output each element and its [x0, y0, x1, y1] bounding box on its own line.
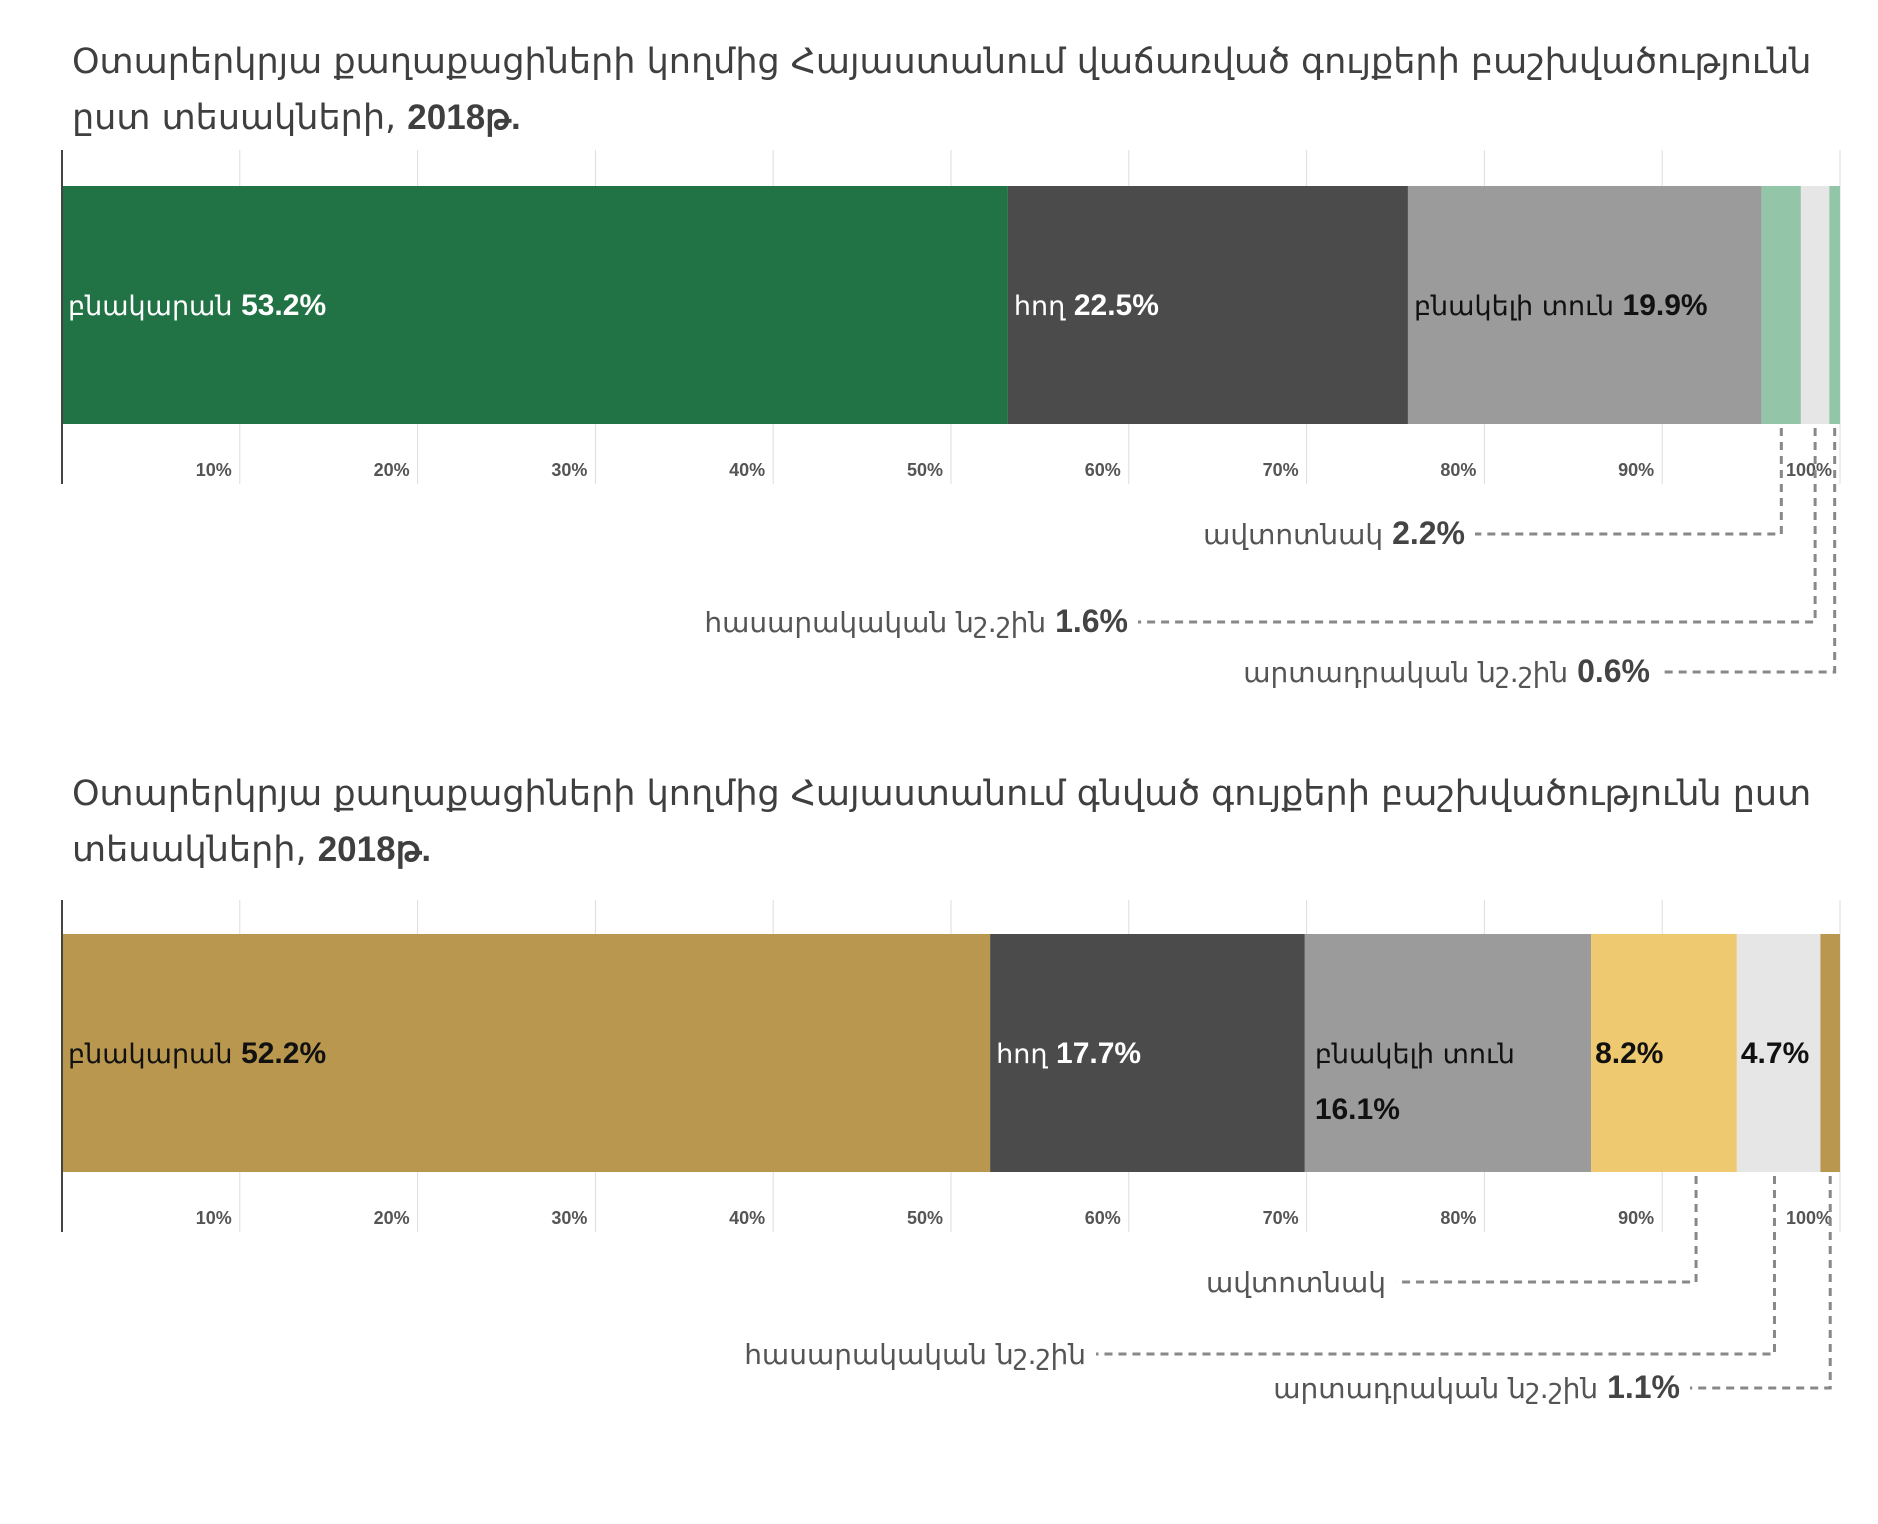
- chart-1-segment-name: բնակելի տուն: [1414, 291, 1623, 322]
- chart-2-data-label: 16.1%: [1315, 1093, 1400, 1126]
- chart-2-callout-value: 1.1%: [1607, 1369, 1680, 1405]
- chart-1-tick-label: 80%: [1440, 460, 1476, 480]
- chart-1-data-label: 53.2%: [241, 289, 326, 322]
- chart-2-tick-label: 80%: [1440, 1208, 1476, 1228]
- chart-2-data-label: 17.7%: [1056, 1037, 1141, 1070]
- chart-2-bar-segment: [1736, 934, 1821, 1172]
- chart-2-callout-label: ավտոտնակ: [1206, 1266, 1386, 1299]
- chart-2-segment-label: բնակարան 52.2%: [68, 1037, 326, 1070]
- chart-1-callout-value: 2.2%: [1392, 515, 1465, 551]
- chart-2-callout-line: [1396, 1176, 1698, 1284]
- chart-1-bar-segment: [1800, 186, 1830, 424]
- chart-2-tick-label: 60%: [1085, 1208, 1121, 1228]
- chart-1-tick-label: 50%: [907, 460, 943, 480]
- chart-2-segment-name: բնակելի տուն: [1315, 1039, 1515, 1070]
- chart-1-segment-label: հող 22.5%: [1014, 289, 1159, 322]
- stacked-bar-chart-bought: 10% 20% 30% 40% 50% 60% 70% 80% 90% 100% բնակարան …: [61, 900, 1841, 1405]
- chart-2-tick-label: 100%: [1786, 1208, 1832, 1228]
- chart-1-tick-label: 20%: [374, 460, 410, 480]
- chart-2-bar-segment: [1820, 934, 1840, 1172]
- chart-1-tick-label: 30%: [551, 460, 587, 480]
- chart-2-data-label: 8.2%: [1595, 1037, 1663, 1070]
- chart-2-tick-label: 20%: [374, 1208, 410, 1228]
- chart-1-tick-label: 100%: [1786, 460, 1832, 480]
- chart-2-bar-segment: [1591, 934, 1737, 1172]
- chart-1-callout-line: [1660, 428, 1837, 674]
- chart-2-tick-label: 30%: [551, 1208, 587, 1228]
- chart-2-data-label-value: 16.1%: [1315, 1093, 1400, 1126]
- chart-1-bar-segment: [1761, 186, 1801, 424]
- stacked-bar-chart-sold: 10% 20% 30% 40% 50% 60% 70% 80% 90% 100% բնակարան …: [61, 150, 1841, 689]
- chart-2-segment-label: հող 17.7%: [996, 1037, 1141, 1070]
- chart-2-callout-label: արտադրական նշ.շին 1.1%: [1273, 1369, 1680, 1405]
- chart-1-title: Օտարերկրյա քաղաքացիների կողմից Հայաստանո…: [72, 34, 1842, 146]
- chart-1-callout-label: արտադրական նշ.շին 0.6%: [1243, 653, 1650, 689]
- chart-2-segment-name: բնակարան: [68, 1039, 241, 1070]
- chart-2-tick-label: 10%: [196, 1208, 232, 1228]
- chart-2-title-text: Օտարերկրյա քաղաքացիների կողմից Հայաստանո…: [72, 774, 1812, 870]
- chart-1-tick-label: 60%: [1085, 460, 1121, 480]
- chart-1-segment-name: հող: [1014, 291, 1074, 322]
- chart-2-bar-segment: [1304, 934, 1592, 1172]
- chart-2-title-year: 2018թ.: [317, 830, 432, 869]
- chart-1-title-year: 2018թ.: [407, 98, 521, 137]
- chart-2-data-label-value: 8.2%: [1595, 1037, 1663, 1070]
- chart-1-callout-line: [1138, 428, 1817, 624]
- chart-2-callout-line: [1096, 1176, 1776, 1356]
- chart-1-callout-line: [1475, 428, 1783, 536]
- chart-1-bar-segment: [1407, 186, 1762, 424]
- chart-1-segment-name: բնակարան: [68, 291, 241, 322]
- chart-1-tick-label: 70%: [1263, 460, 1299, 480]
- chart-2-callout-line: [1690, 1176, 1832, 1390]
- chart-2-data-label: 52.2%: [241, 1037, 326, 1070]
- chart-1-tick-label: 90%: [1618, 460, 1654, 480]
- chart-2-data-label-value: 4.7%: [1741, 1037, 1809, 1070]
- chart-2-tick-label: 40%: [729, 1208, 765, 1228]
- chart-1-callout-value: 1.6%: [1055, 603, 1128, 639]
- chart-2-callout-name: արտադրական նշ.շին: [1273, 1372, 1607, 1405]
- chart-1-tick-label: 10%: [196, 460, 232, 480]
- chart-2-callout-label: հասարակական նշ.շին: [744, 1338, 1086, 1371]
- chart-1-tick-label: 40%: [729, 460, 765, 480]
- chart-1-segment-label: բնակելի տուն 19.9%: [1414, 289, 1708, 322]
- chart-1-bar-segment: [62, 186, 1008, 424]
- chart-1-callout-label: հասարակական նշ.շին 1.6%: [704, 603, 1128, 639]
- chart-1-callout-name: արտադրական նշ.շին: [1243, 656, 1577, 689]
- chart-2-bar-segment: [62, 934, 991, 1172]
- chart-2-data-label: 4.7%: [1741, 1037, 1809, 1070]
- chart-1-bar-segment: [1829, 186, 1840, 424]
- chart-2-tick-label: 90%: [1618, 1208, 1654, 1228]
- chart-2-callout-name: ավտոտնակ: [1206, 1266, 1386, 1299]
- chart-1-callout-label: ավտոտնակ 2.2%: [1203, 515, 1465, 551]
- chart-1-title-text: Օտարերկրյա քաղաքացիների կողմից Հայաստանո…: [72, 42, 1812, 138]
- chart-1-callout-name: հասարակական նշ.շին: [704, 606, 1055, 639]
- chart-1-segment-label: բնակարան 53.2%: [68, 289, 326, 322]
- chart-1-bar-segment: [1007, 186, 1408, 424]
- chart-2-callout-name: հասարակական նշ.շին: [744, 1338, 1086, 1371]
- chart-1-callout-value: 0.6%: [1577, 653, 1650, 689]
- chart-2-tick-label: 70%: [1263, 1208, 1299, 1228]
- chart-2-tick-label: 50%: [907, 1208, 943, 1228]
- chart-1-data-label: 22.5%: [1074, 289, 1159, 322]
- chart-2-bar-segment: [990, 934, 1305, 1172]
- chart-1-callout-name: ավտոտնակ: [1203, 518, 1392, 551]
- chart-2-title: Օտարերկրյա քաղաքացիների կողմից Հայաստանո…: [72, 766, 1842, 878]
- chart-2-segment-name: հող: [996, 1039, 1056, 1070]
- chart-1-data-label: 19.9%: [1623, 289, 1708, 322]
